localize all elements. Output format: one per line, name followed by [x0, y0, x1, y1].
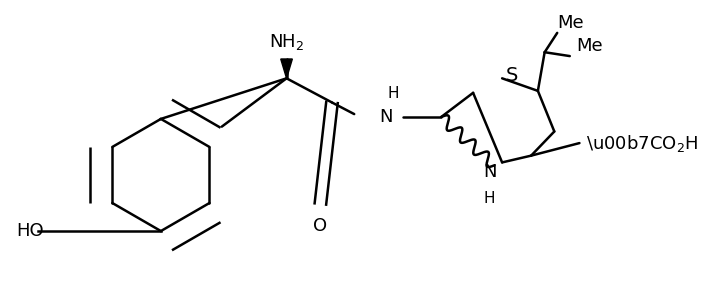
- Polygon shape: [280, 59, 292, 78]
- Text: S: S: [505, 66, 518, 85]
- Text: \u00b7CO$_2$H: \u00b7CO$_2$H: [586, 133, 699, 154]
- Text: Me: Me: [557, 14, 584, 32]
- Text: HO: HO: [16, 222, 43, 240]
- Text: N: N: [483, 163, 496, 181]
- Text: N: N: [379, 108, 393, 126]
- Text: O: O: [314, 217, 327, 235]
- Text: H: H: [484, 191, 495, 206]
- Text: NH$_2$: NH$_2$: [269, 32, 304, 52]
- Text: Me: Me: [577, 38, 603, 55]
- Text: H: H: [387, 86, 399, 101]
